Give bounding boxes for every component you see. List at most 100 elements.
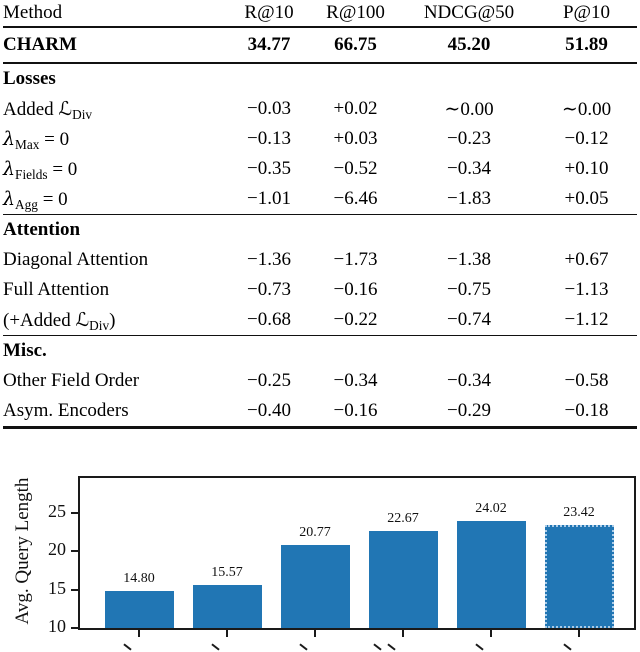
method-cell: (+Added ℒDiv) <box>3 308 116 333</box>
metric-cell: −0.22 <box>333 309 378 330</box>
x-tick-label-fragment <box>373 643 382 651</box>
x-tick-mark <box>226 630 228 637</box>
table-row: Diagonal Attention −1.36 −1.73 −1.38 +0.67 <box>3 245 637 275</box>
metric-cell: +0.67 <box>564 249 609 270</box>
y-tick-label: 20 <box>48 539 66 560</box>
metric-cell: −0.34 <box>447 370 491 391</box>
metric-cell: −1.36 <box>247 249 291 270</box>
metric-cell: −6.46 <box>333 188 378 209</box>
metric-cell: −1.38 <box>447 249 491 270</box>
x-tick-label-fragment <box>475 643 484 651</box>
x-tick-label-fragment <box>387 643 396 651</box>
bar-value-label: 22.67 <box>387 510 419 526</box>
metric-cell: −0.73 <box>247 279 291 300</box>
table-row: Asym. Encoders −0.40 −0.16 −0.29 −0.18 <box>3 396 637 428</box>
bar-value-label: 20.77 <box>299 525 331 541</box>
bar <box>192 585 262 628</box>
metric-cell: +0.03 <box>333 128 378 149</box>
metric-cell: −0.58 <box>564 370 609 391</box>
bar <box>368 530 438 628</box>
metric-cell: −0.40 <box>247 400 291 421</box>
table-group-misc: Misc. Other Field Order −0.25 −0.34 −0.34 −0.… <box>3 336 637 428</box>
y-tick-mark <box>71 588 78 591</box>
table-row: λMax = 0 −0.13 +0.03 −0.23 −0.12 <box>3 124 637 154</box>
x-tick-mark <box>578 630 580 637</box>
table-header-row: Method R@10 R@100 NDCG@50 P@10 <box>3 0 637 27</box>
metric-cell: −1.73 <box>333 249 378 270</box>
section-header-row: Misc. <box>3 336 637 367</box>
bar-value-label: 23.42 <box>563 505 595 521</box>
bar-chart: Avg. Query Length 14.80 15.57 20.77 22.67 24… <box>0 440 640 652</box>
section-header: Misc. <box>3 340 47 361</box>
metric-cell: 66.75 <box>334 34 377 55</box>
table-row: (+Added ℒDiv) −0.68 −0.22 −0.74 −1.12 <box>3 305 637 336</box>
metric-cell: −0.75 <box>447 279 491 300</box>
column-header: Method <box>3 2 63 23</box>
method-cell: λAgg = 0 <box>3 187 68 212</box>
metric-cell: −0.35 <box>247 158 291 179</box>
section-header: Losses <box>3 68 56 89</box>
metric-cell: −0.68 <box>247 309 291 330</box>
x-tick-label-fragment <box>563 643 572 651</box>
y-tick-mark <box>71 550 78 553</box>
metric-cell: 51.89 <box>565 34 608 55</box>
method-cell: Added ℒDiv <box>3 97 93 122</box>
method-cell: CHARM <box>3 34 77 55</box>
metric-cell: 34.77 <box>247 34 291 55</box>
bar-value-label: 15.57 <box>211 565 243 581</box>
metric-cell: +0.05 <box>564 188 609 209</box>
y-tick-label: 15 <box>48 577 66 598</box>
method-cell: λMax = 0 <box>3 127 70 152</box>
section-header-row: Attention <box>3 215 637 246</box>
x-tick-mark <box>314 630 316 637</box>
metric-cell: ∼0.00 <box>561 98 612 120</box>
table-header: Method R@10 R@100 NDCG@50 P@10 <box>3 0 637 27</box>
metric-cell: −0.18 <box>564 400 609 421</box>
bar <box>280 545 350 628</box>
table-row: Added ℒDiv −0.03 +0.02 ∼0.00 ∼0.00 <box>3 94 637 124</box>
y-tick-mark <box>71 627 78 629</box>
table-group-losses: Losses Added ℒDiv −0.03 +0.02 ∼0.00 ∼0.00 λMax… <box>3 63 637 215</box>
metric-cell: −1.01 <box>247 188 291 209</box>
column-header: NDCG@50 <box>423 2 515 23</box>
section-header-row: Losses <box>3 63 637 94</box>
table-group-attention: Attention Diagonal Attention −1.36 −1.73 −1.… <box>3 215 637 336</box>
x-tick-label-fragment <box>123 643 132 651</box>
metric-cell: −0.34 <box>447 158 491 179</box>
metric-cell: −1.83 <box>447 188 491 209</box>
metric-cell: −0.34 <box>333 370 378 391</box>
bar-value-label: 24.02 <box>475 500 507 516</box>
method-cell: Full Attention <box>3 279 110 300</box>
metric-cell: −0.12 <box>564 128 609 149</box>
method-cell: λFields = 0 <box>3 157 78 182</box>
x-tick-label-fragment <box>299 643 308 651</box>
table-row: CHARM 34.77 66.75 45.20 51.89 <box>3 27 637 63</box>
metric-cell: −0.52 <box>333 158 378 179</box>
column-header: R@10 <box>244 2 294 23</box>
ablation-table-wrap: Method R@10 R@100 NDCG@50 P@10 CHARM 34.77 66.… <box>3 0 637 429</box>
table-group-charm: CHARM 34.77 66.75 45.20 51.89 <box>3 27 637 63</box>
metric-cell: −0.74 <box>447 309 491 330</box>
x-tick-mark <box>490 630 492 637</box>
x-tick-mark <box>138 630 140 637</box>
y-tick-mark <box>71 511 78 514</box>
bar-value-label: 14.80 <box>123 571 155 587</box>
x-tick-label-fragment <box>211 643 220 651</box>
y-tick-label: 10 <box>48 616 66 636</box>
metric-cell: −0.03 <box>247 98 291 119</box>
metric-cell: −1.12 <box>564 309 609 330</box>
metric-cell: 45.20 <box>447 34 491 55</box>
metric-cell: −0.23 <box>447 128 491 149</box>
metric-cell: +0.10 <box>564 158 609 179</box>
table-row: λFields = 0 −0.35 −0.52 −0.34 +0.10 <box>3 154 637 184</box>
metric-cell: −0.16 <box>333 400 378 421</box>
method-cell: Asym. Encoders <box>3 400 129 421</box>
metric-cell: −1.13 <box>564 279 609 300</box>
metric-cell: −0.25 <box>247 370 291 391</box>
metric-cell: −0.13 <box>247 128 291 149</box>
y-tick-label: 25 <box>48 500 66 521</box>
metric-cell: −0.16 <box>333 279 378 300</box>
column-header: R@100 <box>326 2 385 23</box>
table-row: Other Field Order −0.25 −0.34 −0.34 −0.58 <box>3 366 637 396</box>
